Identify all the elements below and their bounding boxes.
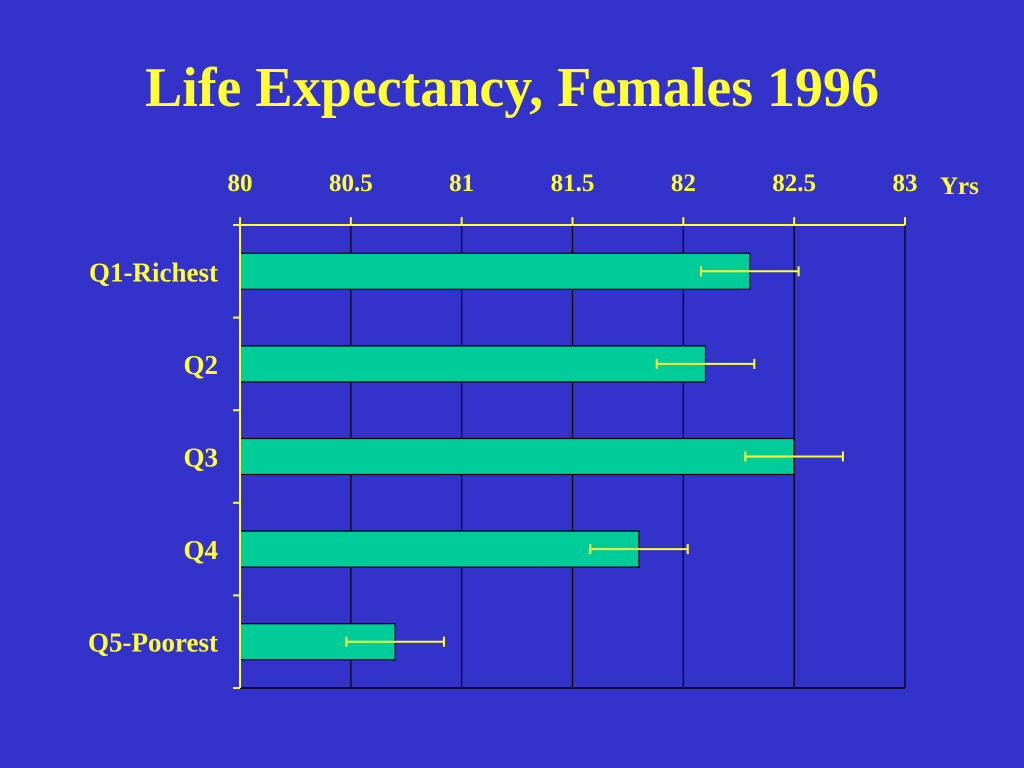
bar-q4 xyxy=(239,530,640,568)
axes xyxy=(233,217,906,689)
category-label: Q4 xyxy=(183,535,218,565)
x-tick-label: 81 xyxy=(449,170,474,197)
x-axis-unit-label: Yrs xyxy=(940,173,979,200)
x-tick-label: 83 xyxy=(893,170,918,197)
bars xyxy=(239,252,844,661)
page-title: Life Expectancy, Females 1996 xyxy=(144,57,880,119)
category-label: Q1-Richest xyxy=(89,257,218,287)
category-label: Q5-Poorest xyxy=(88,628,218,658)
labels: Q1-Richest Q2 Q3 Q4 Q5-Poorest 80 80.5 81 81.5 82… xyxy=(88,170,979,658)
x-tick-label: 80 xyxy=(228,170,253,197)
bar-q1-richest xyxy=(239,252,751,290)
category-label: Q3 xyxy=(183,443,218,473)
category-label: Q2 xyxy=(183,350,218,380)
bar-q3 xyxy=(239,437,795,476)
x-tick-label: 82.5 xyxy=(772,170,816,197)
x-tick-label: 82 xyxy=(671,170,696,197)
x-tick-label: 80.5 xyxy=(329,170,373,197)
x-tick-label: 81.5 xyxy=(551,170,595,197)
bar-q2 xyxy=(239,345,707,383)
